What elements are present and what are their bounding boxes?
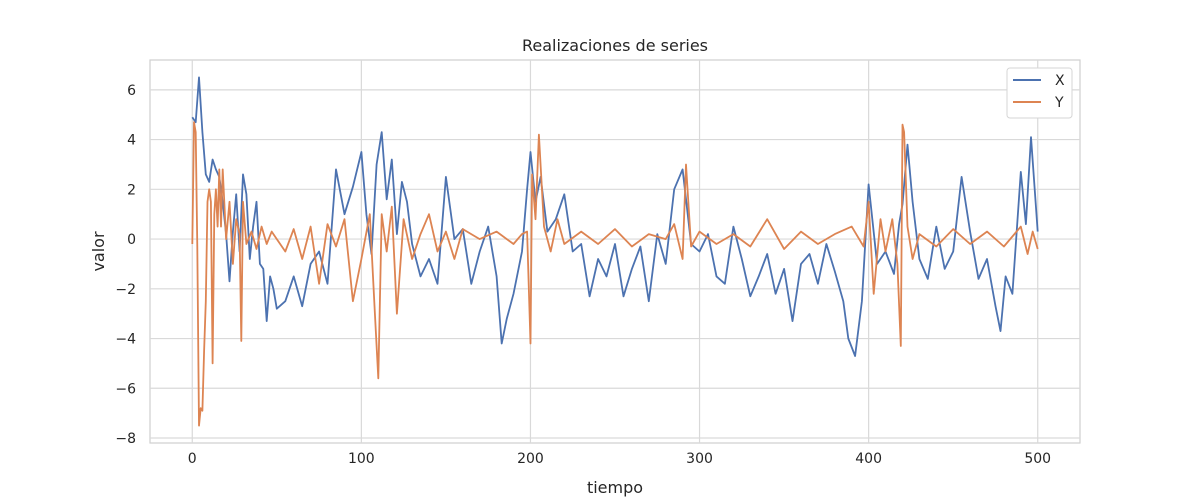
tick-labels: 0 100 200 300 400 500 −8 −6 −4 −2 0 2 4 6 [115,83,1051,467]
series-line-y [191,121,1039,427]
legend-label-y: Y [1054,95,1064,111]
y-tick-label: 0 [127,232,136,248]
legend-label-x: X [1055,73,1065,89]
x-tick-label: 200 [517,451,544,467]
y-tick-label: −6 [115,381,136,397]
legend: X Y [1006,67,1073,119]
x-tick-label: 500 [1024,451,1051,467]
y-tick-label: 4 [127,133,136,149]
x-axis-title: tiempo [587,478,643,497]
y-tick-label: 6 [127,83,136,99]
chart-title: Realizaciones de series [522,36,708,55]
x-tick-label: 400 [855,451,882,467]
y-tick-label: 2 [127,182,136,198]
y-tick-label: −2 [115,282,136,298]
y-axis-title: valor [89,231,108,272]
x-tick-label: 300 [686,451,713,467]
x-tick-label: 0 [188,451,197,467]
y-tick-label: −8 [115,431,136,447]
y-tick-label: −4 [115,332,136,348]
x-tick-label: 100 [348,451,375,467]
series-layer [191,76,1039,427]
series-line-x [191,76,1039,357]
